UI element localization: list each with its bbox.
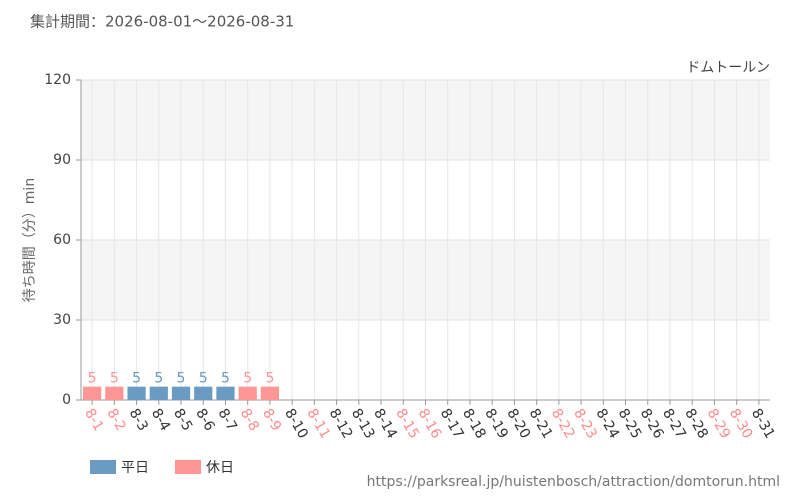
x-tick-label: 8-4 xyxy=(148,406,173,434)
x-tick-label: 8-3 xyxy=(126,406,151,434)
y-tick-label: 120 xyxy=(44,72,71,88)
y-axis-label: 待ち時間（分）min xyxy=(22,178,38,302)
y-tick-label: 30 xyxy=(53,312,71,328)
bar xyxy=(216,386,235,400)
bar xyxy=(260,386,280,400)
x-tick-label: 8-2 xyxy=(103,406,128,434)
x-tick-label: 8-6 xyxy=(192,406,217,434)
x-tick-label: 8-7 xyxy=(215,406,240,434)
legend-swatch xyxy=(175,460,201,474)
x-tick-label: 8-31 xyxy=(748,406,778,442)
bar xyxy=(194,386,213,400)
bar xyxy=(238,386,257,400)
bar xyxy=(171,386,191,400)
data-label: 5 xyxy=(243,371,252,387)
y-tick-label: 90 xyxy=(53,152,71,168)
data-label: 5 xyxy=(199,371,208,387)
data-label: 5 xyxy=(177,371,186,387)
x-tick-label: 8-9 xyxy=(259,406,284,434)
data-label: 5 xyxy=(265,371,274,387)
bar xyxy=(149,386,168,400)
data-label: 5 xyxy=(154,371,163,387)
bar xyxy=(83,386,102,400)
chart-subtitle: ドムトールン xyxy=(686,60,770,76)
x-tick-label: 8-8 xyxy=(237,406,262,434)
data-label: 5 xyxy=(132,371,141,387)
chart-title: 集計期間：2026-08-01～2026-08-31 xyxy=(30,13,294,31)
data-label: 5 xyxy=(110,371,119,387)
bar xyxy=(127,386,146,400)
data-label: 5 xyxy=(221,371,230,387)
bar xyxy=(105,386,124,400)
legend-label: 休日 xyxy=(206,460,234,476)
x-tick-label: 8-1 xyxy=(81,406,106,434)
x-tick-label: 8-5 xyxy=(170,406,195,434)
legend-swatch xyxy=(90,460,116,474)
y-tick-label: 0 xyxy=(62,392,71,408)
data-label: 5 xyxy=(88,371,97,387)
source-url: https://parksreal.jp/huistenbosch/attrac… xyxy=(367,474,780,490)
y-tick-label: 60 xyxy=(53,232,71,248)
legend-label: 平日 xyxy=(121,460,149,476)
